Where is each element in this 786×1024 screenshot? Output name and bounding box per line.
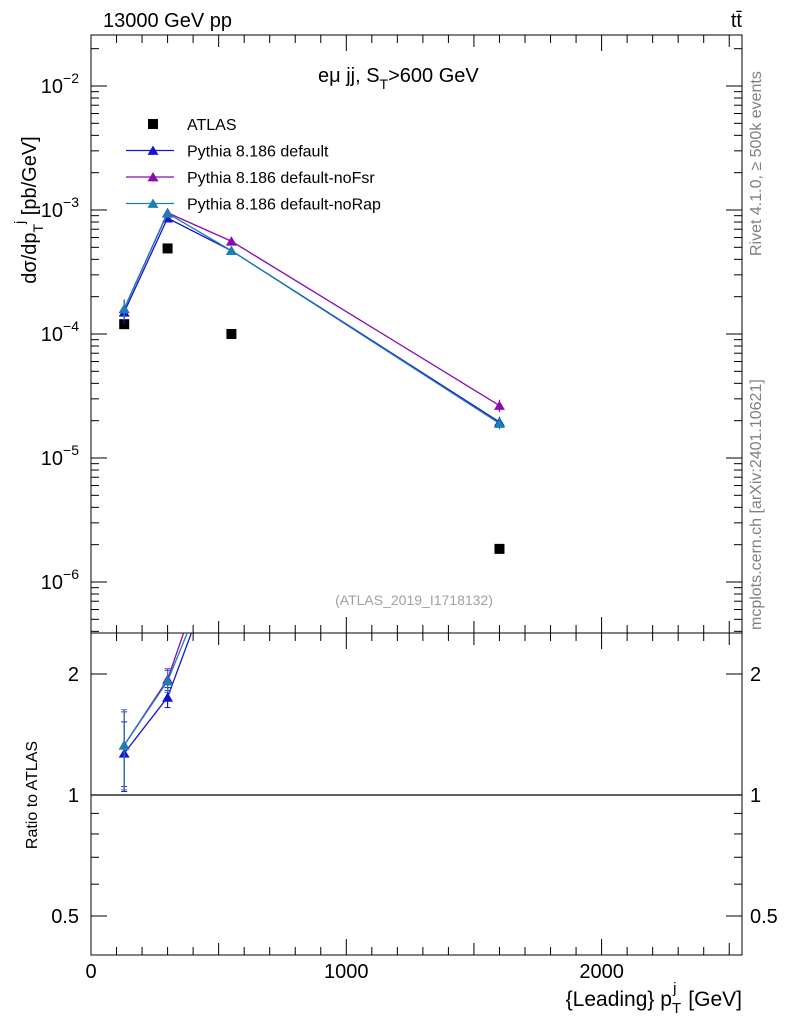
main-y-tick-labels: 10−6 10−5 10−4 10−3 10−2 bbox=[41, 70, 79, 594]
mc-point bbox=[225, 245, 237, 256]
legend-item: ATLAS bbox=[148, 117, 237, 134]
x-tick-label: 0 bbox=[85, 961, 96, 983]
mc-point bbox=[118, 303, 130, 314]
ratio-y-tick-label-right: 0.5 bbox=[750, 906, 778, 928]
ratio-y-tick-label: 1 bbox=[68, 785, 79, 807]
legend-item: Pythia 8.186 default bbox=[126, 144, 329, 161]
ratio-line bbox=[123, 633, 185, 746]
x-tick-label: 2000 bbox=[579, 961, 624, 983]
x-axis-label: {Leading} pTj [GeV] bbox=[566, 980, 742, 1017]
y-tick-label: 10−6 bbox=[41, 566, 79, 594]
legend-marker bbox=[147, 172, 159, 182]
series-pythia-8-186-default bbox=[118, 213, 505, 428]
y-tick-label: 10−2 bbox=[41, 70, 79, 98]
ratio-y-tick-label-right: 1 bbox=[750, 785, 761, 807]
analysis-watermark: (ATLAS_2019_I1718132) bbox=[335, 592, 493, 608]
data-point bbox=[494, 543, 505, 554]
beam-label: 13000 GeV pp bbox=[103, 10, 232, 32]
legend-label: Pythia 8.186 default-noFsr bbox=[187, 170, 375, 187]
data-point bbox=[162, 243, 173, 254]
mc-point bbox=[493, 400, 505, 410]
mc-point bbox=[493, 418, 505, 428]
legend-marker bbox=[147, 198, 159, 208]
ratio-point bbox=[162, 676, 174, 686]
plot-title: eμ jj, ST>600 GeV bbox=[318, 65, 479, 92]
ratio-point bbox=[162, 692, 174, 702]
series-line bbox=[123, 212, 500, 424]
y-tick-label: 10−5 bbox=[41, 442, 79, 470]
legend-item: Pythia 8.186 default-noFsr bbox=[126, 170, 375, 187]
ratio-y-tick-label: 0.5 bbox=[51, 906, 79, 928]
legend-item: Pythia 8.186 default-noRap bbox=[126, 197, 381, 214]
y-tick-label: 10−3 bbox=[41, 194, 79, 222]
ratio-line bbox=[123, 633, 188, 746]
mc-point bbox=[225, 236, 237, 246]
ratio-series-pythia-8-186-default-norap bbox=[118, 633, 188, 791]
process-label: tt̄ bbox=[731, 10, 743, 32]
y-tick-label: 10−4 bbox=[41, 318, 79, 346]
ratio-point bbox=[118, 740, 130, 750]
ratio-y-tick-label: 2 bbox=[68, 664, 79, 686]
data-point bbox=[226, 329, 237, 339]
series-pythia-8-186-default-nofsr bbox=[118, 207, 505, 412]
ratio-y-tick-label-right: 2 bbox=[750, 664, 761, 686]
legend-label: ATLAS bbox=[187, 117, 237, 134]
ratio-tick-labels: 0.5 0.5 1 1 2 2 0 1000 2000 bbox=[51, 664, 778, 983]
series-pythia-8-186-default-norap bbox=[118, 208, 505, 430]
x-tick-label: 1000 bbox=[324, 961, 369, 983]
ratio-line bbox=[123, 633, 193, 754]
series-line bbox=[123, 217, 500, 423]
legend-marker bbox=[148, 119, 158, 129]
ratio-series-pythia-8-186-default-nofsr bbox=[118, 633, 185, 787]
legend-label: Pythia 8.186 default bbox=[187, 144, 329, 161]
mcplots-label: mcplots.cern.ch [arXiv:2401.10621] bbox=[748, 379, 765, 630]
legend: ATLAS Pythia 8.186 default Pythia 8.186 de… bbox=[126, 117, 381, 214]
rivet-version-label: Rivet 4.1.0, ≥ 500k events bbox=[748, 71, 765, 256]
legend-marker bbox=[147, 145, 159, 155]
ratio-plot-frame bbox=[90, 632, 743, 956]
axis-ticks bbox=[90, 35, 742, 955]
ratio-y-axis-label: Ratio to ATLAS bbox=[24, 741, 41, 849]
legend-label: Pythia 8.186 default-noRap bbox=[187, 197, 381, 214]
mc-point bbox=[162, 208, 174, 218]
series-line bbox=[123, 211, 500, 407]
